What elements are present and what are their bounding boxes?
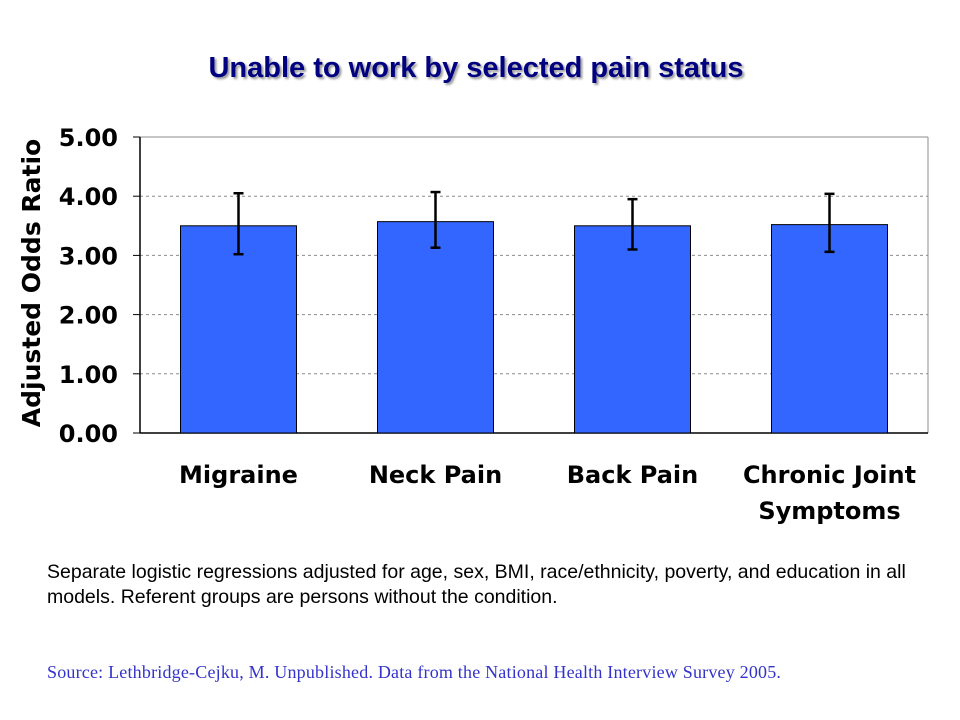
error-bars <box>233 190 835 256</box>
y-axis: 0.00 1.00 2.00 3.00 4.00 5.00 <box>59 124 928 448</box>
chart-title: Unable to work by selected pain status <box>208 52 744 84</box>
y-tick-label: 5.00 <box>59 124 118 152</box>
bar <box>771 224 888 434</box>
footnote: Separate logistic regressions adjusted f… <box>47 561 906 608</box>
source-citation: Source: Lethbridge-Cejku, M. Unpublished… <box>47 662 782 682</box>
y-tick-label: 4.00 <box>59 183 118 211</box>
category-label: Neck Pain <box>369 461 502 489</box>
category-label: Chronic Joint Symptoms <box>743 461 916 525</box>
y-axis-label: Adjusted Odds Ratio <box>17 139 46 427</box>
y-tick-label: 2.00 <box>59 302 118 330</box>
y-tick-label: 1.00 <box>59 361 118 389</box>
bar-chart: 0.00 1.00 2.00 3.00 4.00 5.00 Migraine Neck Pa… <box>17 124 929 525</box>
y-tick-label: 0.00 <box>59 420 118 448</box>
x-axis-labels: Migraine Neck Pain Back Pain Chronic Joint S… <box>179 461 916 525</box>
bar <box>377 221 494 434</box>
bar <box>180 225 297 434</box>
y-tick-label: 3.00 <box>59 242 118 270</box>
bar <box>574 225 691 434</box>
category-label: Migraine <box>179 461 298 489</box>
bars <box>180 221 888 434</box>
category-label: Back Pain <box>567 461 698 489</box>
